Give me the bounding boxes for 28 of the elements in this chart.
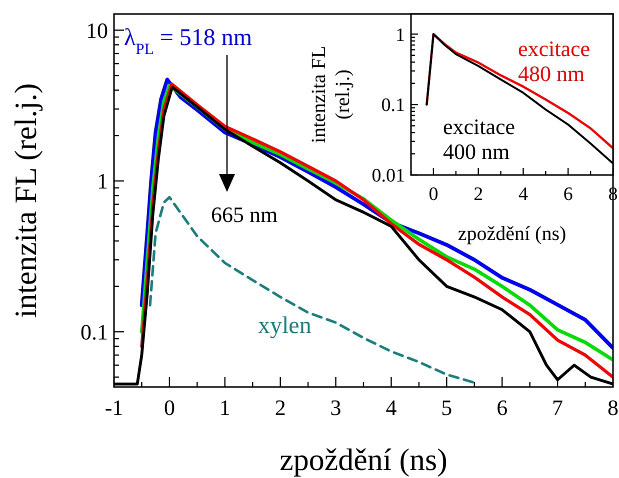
x-tick-label: 0 bbox=[428, 184, 438, 205]
x-tick-label: -1 bbox=[104, 395, 124, 420]
x-axis-title: zpoždění (ns) bbox=[280, 442, 448, 477]
x-axis-title: zpoždění (ns) bbox=[458, 223, 566, 245]
y-axis-title: intenzita FL (rel.j.) bbox=[8, 83, 43, 318]
annotation: 665 nm bbox=[211, 202, 278, 227]
series-label: λ$_{PL}$ = 518 nm bbox=[124, 25, 252, 58]
y-tick-label: 10 bbox=[86, 18, 108, 43]
y-tick-label: 0.1 bbox=[381, 95, 405, 116]
x-tick-label: 4 bbox=[386, 395, 397, 420]
x-tick-label: 8 bbox=[608, 395, 618, 420]
x-tick-label: 2 bbox=[474, 184, 484, 205]
y-tick-label: 0.1 bbox=[80, 319, 108, 344]
x-tick-label: 4 bbox=[518, 184, 528, 205]
y-tick-label: 1 bbox=[396, 24, 405, 46]
y-tick-label: 0.01 bbox=[372, 166, 405, 187]
y-axis-title: intenzita FL (rel.j.) bbox=[308, 46, 354, 144]
x-tick-label: 0 bbox=[164, 395, 175, 420]
x-tick-label: 1 bbox=[219, 395, 230, 420]
series-label: xylen bbox=[258, 313, 312, 339]
series-label: excitace 400 nm bbox=[443, 114, 516, 164]
x-tick-label: 2 bbox=[274, 395, 286, 420]
x-tick-label: 7 bbox=[552, 395, 564, 420]
x-tick-label: 6 bbox=[496, 395, 508, 420]
x-tick-label: 6 bbox=[563, 184, 573, 205]
x-tick-label: 5 bbox=[441, 395, 452, 420]
series-label: excitace 480 nm bbox=[518, 36, 590, 86]
x-tick-label: 3 bbox=[330, 395, 342, 420]
